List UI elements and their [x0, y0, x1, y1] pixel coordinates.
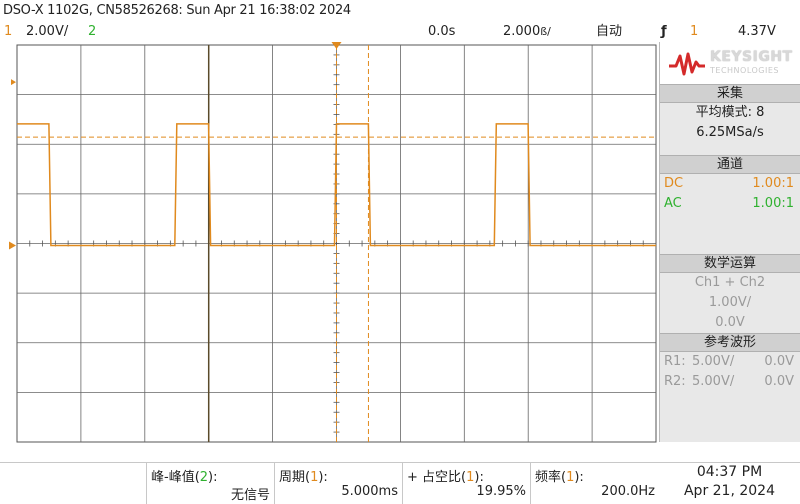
measurement-label: + 占空比(1): [407, 470, 484, 485]
trigger-level-marker [11, 79, 16, 86]
status-bar: 1 2.00V/ 2 0.0s 2.000ß/ 自动 ƒ 1 4.37V [0, 22, 800, 42]
measurement-period[interactable]: 周期(1): 5.000ms [274, 463, 402, 504]
brand-subtitle: TECHNOLOGIES [710, 66, 779, 75]
channel-heading[interactable]: 通道 [660, 155, 800, 174]
measurement-value: 19.95% [476, 484, 526, 499]
trigger-mode[interactable]: 自动 [596, 24, 623, 39]
clock: 04:37 PM Apr 21, 2024 [659, 462, 800, 504]
keysight-logo: KEYSIGHT TECHNOLOGIES [660, 42, 800, 84]
math-offset: 0.0V [715, 315, 745, 330]
ch1-coupling: DC [664, 176, 684, 191]
r2-label: R2: [664, 374, 686, 389]
measurement-frequency[interactable]: 频率(1): 200.0Hz [530, 463, 659, 504]
channel-row-1[interactable]: DC 1.00:1 [660, 174, 800, 194]
measurement-label: 频率(1): [535, 470, 584, 485]
trigger-position-marker [331, 42, 342, 49]
ch1-trace [17, 123, 656, 247]
measurement-label: 峰-峰值(2): [151, 470, 218, 485]
r1-offset: 0.0V [764, 354, 794, 369]
side-panel: KEYSIGHT TECHNOLOGIES 采集 平均模式: 8 6.25MSa… [659, 42, 800, 442]
measurement-bar: 峰-峰值(2): 无信号 周期(1): 5.000ms + 占空比(1): 19… [0, 462, 800, 504]
measurement-value: 200.0Hz [601, 484, 655, 499]
waveform-graticule[interactable] [0, 42, 659, 462]
measurement-value: 5.000ms [341, 484, 398, 499]
ch1-probe: 1.00:1 [752, 176, 794, 191]
ch2-number[interactable]: 2 [88, 24, 97, 39]
math-heading[interactable]: 数学运算 [660, 254, 800, 273]
time-scale[interactable]: 2.000ß/ [503, 24, 551, 39]
acquire-heading[interactable]: 采集 [660, 84, 800, 103]
ch2-probe: 1.00:1 [752, 196, 794, 211]
acquire-mode: 平均模式: 8 [695, 105, 765, 120]
r1-scale: 5.00V/ [692, 354, 735, 369]
r2-offset: 0.0V [764, 374, 794, 389]
r1-label: R1: [664, 354, 686, 369]
keysight-wave-icon [669, 52, 705, 76]
waveform-display[interactable] [0, 42, 659, 462]
clock-time: 04:37 PM [696, 464, 763, 480]
measurement-label: 周期(1): [279, 470, 328, 485]
brand-name: KEYSIGHT [710, 49, 793, 65]
time-delay[interactable]: 0.0s [428, 24, 456, 39]
channel-row-2[interactable]: AC 1.00:1 [660, 194, 800, 214]
ch1-ground-marker [9, 241, 16, 250]
reference-heading[interactable]: 参考波形 [660, 333, 800, 352]
trigger-source[interactable]: 1 [690, 24, 699, 39]
window-title: DSO-X 1102G, CN58526268: Sun Apr 21 16:3… [3, 3, 351, 18]
ref-row-2[interactable]: R2: 5.00V/ 0.0V [660, 372, 800, 392]
clock-date: Apr 21, 2024 [683, 483, 775, 499]
trigger-edge-icon[interactable]: ƒ [661, 24, 667, 39]
measurement-value: 无信号 [230, 488, 270, 503]
ref-row-1[interactable]: R1: 5.00V/ 0.0V [660, 352, 800, 372]
ch2-coupling: AC [664, 196, 682, 211]
sample-rate: 6.25MSa/s [696, 125, 764, 140]
ch1-number[interactable]: 1 [4, 24, 13, 39]
measurement-pk-pk[interactable]: 峰-峰值(2): 无信号 [146, 463, 274, 504]
ch1-scale[interactable]: 2.00V/ [26, 24, 69, 39]
math-scale: 1.00V/ [708, 295, 752, 310]
measurement-duty-cycle[interactable]: + 占空比(1): 19.95% [402, 463, 530, 504]
math-function: Ch1 + Ch2 [694, 275, 766, 290]
r2-scale: 5.00V/ [692, 374, 735, 389]
trigger-level[interactable]: 4.37V [738, 24, 776, 39]
